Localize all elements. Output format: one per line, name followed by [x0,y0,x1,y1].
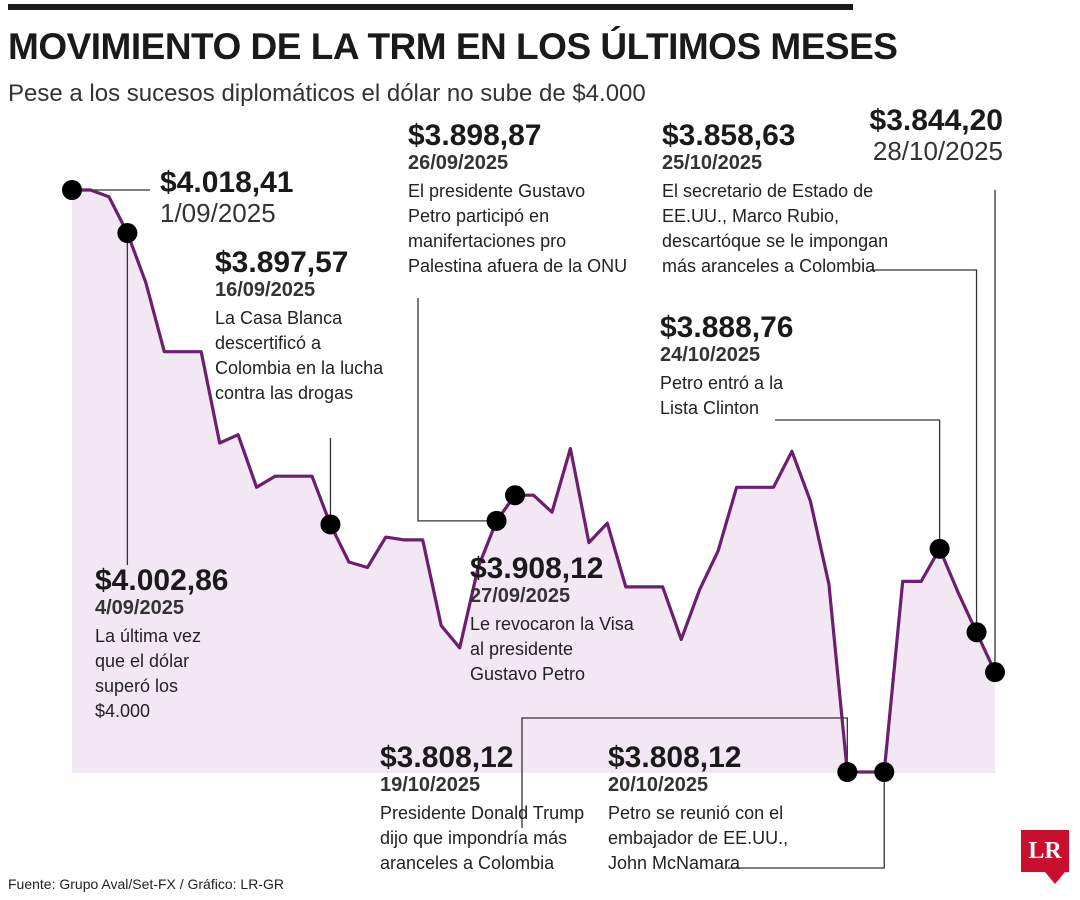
annotation-value: $3.858,63 [662,119,795,152]
annotation-text: El presidente Gustavo Petro participó en m… [408,181,627,276]
annotation-date: 16/09/2025 [215,279,315,301]
annotation-text: El secretario de Estado de EE.UU., Marco … [662,181,888,276]
annotation-date: 19/10/2025 [380,774,480,796]
annotation-text: Petro se reunió con el embajador de EE.UU… [608,803,788,873]
annotation-text: La Casa Blanca descertificó a Colombia en … [215,308,384,403]
annotation-date: 26/09/2025 [408,152,508,174]
area-fill [72,190,995,773]
annotation-value: $3.888,76 [660,311,793,344]
lr-logo-tail [1045,872,1065,884]
annotation-date: 1/09/2025 [160,198,276,228]
annotation-date: 20/10/2025 [608,774,708,796]
annotation-text: La última vez que el dólar superó los $4.00… [95,626,201,721]
annotation-text: Le revocaron la Visa al presidente Gustavo… [470,614,635,684]
annotation-text: Presidente Donald Trump dijo que impondrí… [380,803,584,873]
annotation-leader [870,269,978,633]
annotation-date: 24/10/2025 [660,344,760,366]
annotation-marker [505,485,526,506]
annotation-value: $3.898,87 [408,119,541,152]
annotation-leader [775,419,941,549]
annotation-leader [521,717,848,828]
annotation-marker [966,622,987,643]
annotation-value: $4.002,86 [95,564,228,597]
annotation-value: $3.844,20 [870,104,1003,137]
annotation-value: $3.808,12 [608,741,741,774]
annotation-marker [117,223,138,244]
annotation-date: 4/09/2025 [95,597,184,619]
source-note: Fuente: Grupo Aval/Set-FX / Gráfico: LR-… [8,876,284,892]
annotation-marker [62,180,82,200]
annotation-marker [486,510,507,531]
annotation-value: $3.908,12 [470,552,603,585]
annotation-value: $4.018,41 [160,166,293,199]
annotation-marker [320,514,341,535]
annotation-marker [874,762,895,782]
annotation-marker [837,762,858,782]
annotation-value: $3.808,12 [380,741,513,774]
annotation-leader [728,772,885,869]
chart-title: MOVIMIENTO DE LA TRM EN LOS ÚLTIMOS MESE… [8,26,898,67]
chart-subtitle: Pese a los sucesos diplomáticos el dólar… [8,80,646,107]
annotation-marker [985,662,1005,683]
annotation-date: 28/10/2025 [873,136,1003,166]
annotation-date: 25/10/2025 [662,152,762,174]
annotation-marker [929,538,950,559]
annotation-leader [417,298,497,522]
top-rule [8,4,853,10]
annotation-text: Petro entró a la Lista Clinton [660,373,784,418]
lr-logo: LR [1021,830,1069,872]
annotation-value: $3.897,57 [215,246,348,279]
trm-series-line [72,188,997,774]
annotation-date: 27/09/2025 [470,585,570,607]
